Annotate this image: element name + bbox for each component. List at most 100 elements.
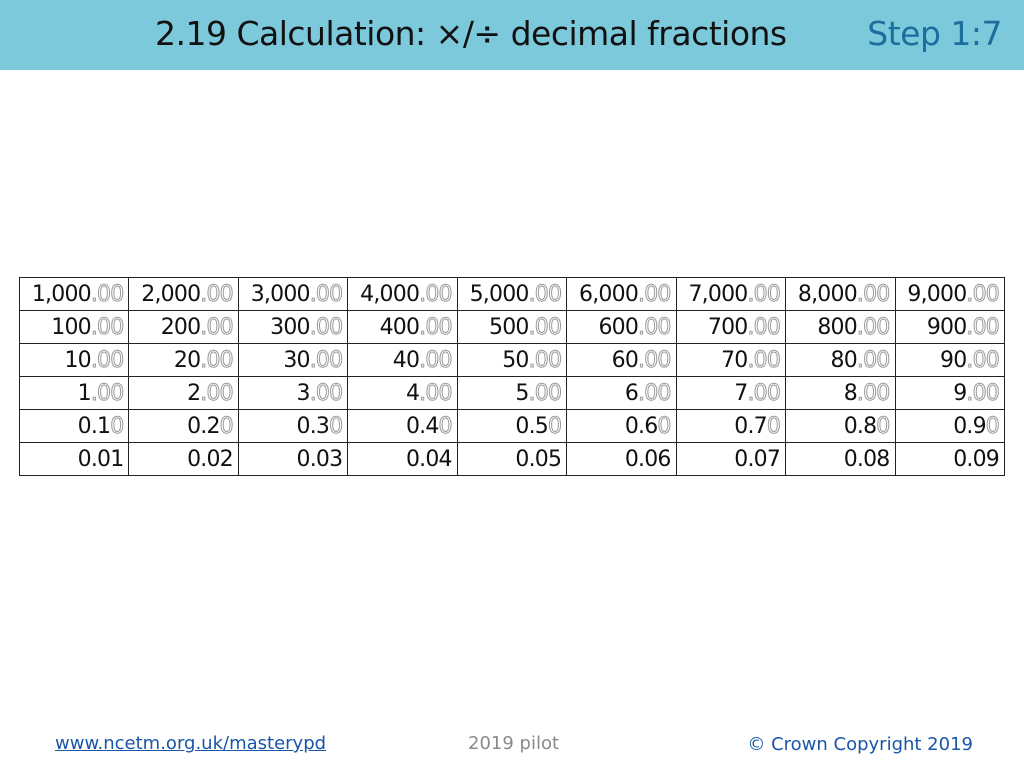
table-cell: 0.06 (566, 442, 677, 476)
cell-number: 4,000 (360, 281, 420, 307)
cell-placeholder-zeros: .00 (419, 281, 453, 307)
cell-placeholder-zeros: .00 (200, 281, 234, 307)
cell-placeholder-zeros: .00 (200, 314, 234, 340)
table-cell: 7.00 (675, 376, 787, 410)
cell-placeholder-zeros: .00 (638, 347, 672, 373)
table-cell: 0.70 (675, 409, 787, 443)
table-row: 1.00 2.00 3.00 4.00 5.00 6.00 7.00 8.00 9.00 (18, 376, 1005, 410)
cell-placeholder-zeros: .00 (90, 314, 124, 340)
table-cell: 1,000.00 (18, 277, 130, 311)
table-cell: 6,000.00 (566, 277, 677, 311)
table-cell: 300.00 (237, 310, 349, 344)
cell-placeholder-zeros: .00 (856, 314, 890, 340)
cell-number: 0.5 (515, 413, 548, 439)
cell-number: 2 (187, 380, 201, 406)
table-cell: 4,000.00 (347, 277, 458, 311)
cell-placeholder-zeros: .00 (90, 380, 124, 406)
table-row: 0.01 0.02 0.03 0.04 0.05 0.06 0.07 0.08 0.09 (18, 442, 1005, 476)
cell-number: 200 (160, 314, 201, 340)
cell-number: 0.7 (734, 413, 767, 439)
cell-placeholder-zeros: .00 (528, 347, 562, 373)
table-cell: 3,000.00 (237, 277, 349, 311)
table-cell: 70.00 (675, 343, 787, 377)
table-cell: 5,000.00 (456, 277, 568, 311)
step-label: Step 1:7 (867, 14, 1002, 53)
cell-number: 30 (283, 347, 310, 373)
table-cell: 600.00 (566, 310, 677, 344)
table-cell: 90.00 (894, 343, 1005, 377)
slide-title: 2.19 Calculation: ×/÷ decimal fractions (155, 14, 787, 53)
cell-placeholder-zeros: .00 (200, 380, 234, 406)
cell-placeholder-zeros: 0 (329, 413, 344, 439)
table-cell: 0.80 (785, 409, 896, 443)
cell-placeholder-zeros: .00 (309, 281, 343, 307)
table-cell: 50.00 (456, 343, 568, 377)
table-cell: 7,000.00 (675, 277, 787, 311)
cell-number: 1 (77, 380, 92, 406)
table-cell: 0.10 (18, 409, 130, 443)
cell-placeholder-zeros: .00 (638, 314, 672, 340)
cell-number: 0.8 (843, 413, 877, 439)
cell-number: 6 (624, 380, 639, 406)
cell-placeholder-zeros: 0 (219, 413, 234, 439)
table-row: 10.00 20.00 30.00 40.00 50.00 60.00 70.00 80.00… (18, 343, 1005, 377)
cell-placeholder-zeros: .00 (528, 314, 562, 340)
cell-number: 0.2 (187, 413, 220, 439)
table-cell: 0.02 (128, 442, 239, 476)
cell-placeholder-zeros: 0 (547, 413, 562, 439)
table-cell: 0.03 (237, 442, 349, 476)
table-cell: 0.09 (894, 442, 1005, 476)
cell-number: 4 (405, 380, 420, 406)
table-cell: 100.00 (18, 310, 130, 344)
cell-number: 7,000 (688, 281, 748, 307)
table-cell: 0.04 (347, 442, 458, 476)
cell-placeholder-zeros: 0 (110, 413, 125, 439)
cell-placeholder-zeros: .00 (856, 281, 890, 307)
table-cell: 60.00 (566, 343, 677, 377)
table-cell: 3.00 (237, 376, 349, 410)
cell-placeholder-zeros: .00 (638, 281, 672, 307)
cell-number: 0.3 (296, 413, 330, 439)
table-cell: 900.00 (894, 310, 1005, 344)
table-cell: 2.00 (128, 376, 239, 410)
cell-placeholder-zeros: .00 (747, 347, 781, 373)
table-cell: 0.50 (456, 409, 568, 443)
cell-number: 50 (502, 347, 529, 373)
table-cell: 0.05 (456, 442, 568, 476)
table-cell: 0.40 (347, 409, 458, 443)
cell-placeholder-zeros: .00 (966, 380, 1000, 406)
table-cell: 0.07 (675, 442, 787, 476)
table-cell: 5.00 (456, 376, 568, 410)
cell-placeholder-zeros: .00 (747, 281, 781, 307)
footer-link[interactable]: www.ncetm.org.uk/masterypd (55, 733, 327, 754)
table-row: 100.00 200.00 300.00 400.00 500.00 600.00 700.… (18, 310, 1005, 344)
place-value-table: 1,000.00 2,000.00 3,000.00 4,000.00 5,000.00… (18, 277, 1005, 476)
cell-number: 2,000 (141, 281, 201, 307)
cell-number: 8 (843, 380, 858, 406)
cell-number: 700 (707, 314, 748, 340)
cell-number: 9,000 (907, 281, 967, 307)
table-cell: 0.08 (785, 442, 896, 476)
cell-placeholder-zeros: .00 (419, 347, 453, 373)
table-cell: 8.00 (785, 376, 896, 410)
cell-placeholder-zeros: .00 (309, 347, 343, 373)
cell-number: 3 (296, 380, 311, 406)
cell-placeholder-zeros: .00 (419, 380, 453, 406)
table-cell: 0.01 (18, 442, 130, 476)
cell-number: 5 (515, 380, 529, 406)
cell-number: 0.04 (405, 446, 453, 472)
table-cell: 9,000.00 (894, 277, 1005, 311)
table-cell: 0.30 (237, 409, 349, 443)
cell-number: 600 (598, 314, 639, 340)
table-cell: 500.00 (456, 310, 568, 344)
header-bar: 2.19 Calculation: ×/÷ decimal fractions … (0, 0, 1024, 70)
table-cell: 6.00 (566, 376, 677, 410)
cell-number: 1,000 (31, 281, 92, 307)
cell-placeholder-zeros: .00 (528, 281, 562, 307)
table-cell: 1.00 (18, 376, 130, 410)
cell-number: 300 (270, 314, 310, 340)
table-cell: 20.00 (128, 343, 239, 377)
footer-copyright: © Crown Copyright 2019 (747, 734, 973, 755)
cell-placeholder-zeros: .00 (747, 380, 781, 406)
